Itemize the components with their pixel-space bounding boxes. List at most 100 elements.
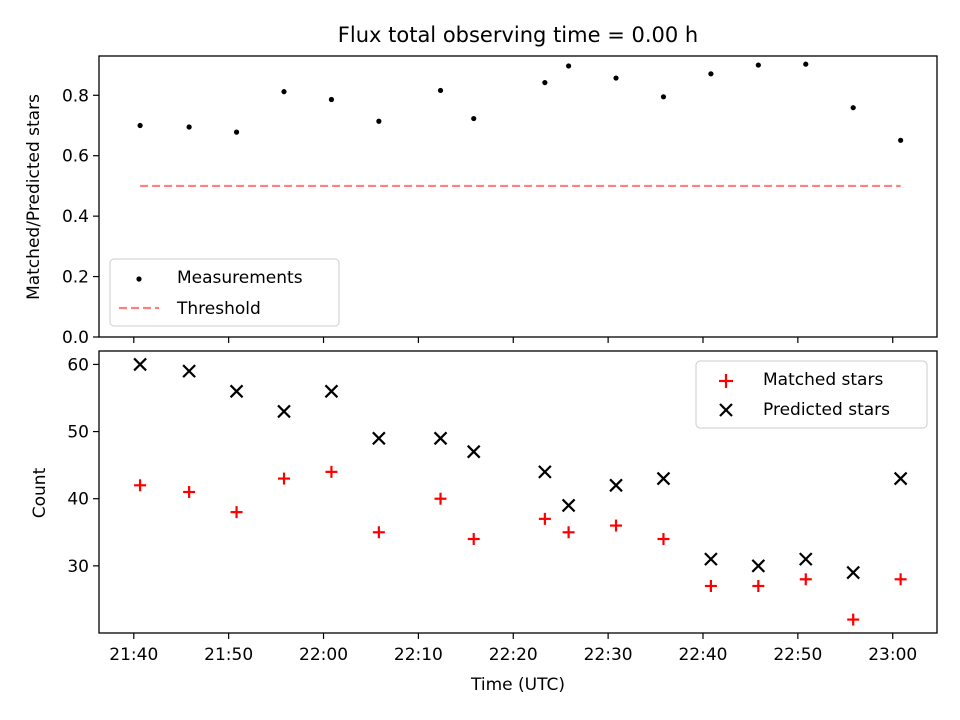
measurement-point bbox=[328, 96, 335, 103]
top-panel-legend: Measurements Threshold bbox=[109, 258, 340, 327]
predicted-stars-point bbox=[751, 559, 766, 573]
matched-stars-point bbox=[230, 506, 243, 519]
predicted-stars-point-b bbox=[751, 559, 766, 573]
legend-predicted-stars-label: Predicted stars bbox=[763, 400, 890, 420]
measurement-point bbox=[898, 137, 904, 143]
predicted-stars-point bbox=[433, 431, 448, 446]
bottom-x-tick-label: 22:10 bbox=[394, 645, 443, 665]
matched-stars-point bbox=[183, 486, 196, 498]
matched-stars-point bbox=[277, 472, 290, 485]
predicted-stars-point bbox=[656, 471, 671, 486]
measurement-point bbox=[613, 75, 619, 81]
bottom-panel-plot-area: 30 40 50 60 21:40 21:50 22:00 22:10 22:20 22:30 22… bbox=[67, 355, 917, 665]
measurement-point bbox=[850, 105, 856, 111]
matched-stars-point bbox=[467, 533, 480, 545]
predicted-stars-point bbox=[182, 364, 196, 378]
predicted-stars-point bbox=[277, 404, 291, 419]
predicted-stars-point bbox=[704, 552, 718, 566]
predicted-stars-point-b bbox=[433, 431, 448, 446]
predicted-stars-point bbox=[609, 478, 623, 493]
top-y-tick-label: 0.0 bbox=[62, 328, 89, 348]
bottom-y-tick-label: 30 bbox=[67, 557, 89, 577]
legend-threshold-label: Threshold bbox=[176, 299, 261, 319]
matched-stars-point bbox=[325, 465, 338, 478]
measurement-point bbox=[437, 87, 444, 94]
measurement-point bbox=[281, 89, 287, 95]
bottom-x-tick-label: 22:20 bbox=[489, 645, 538, 665]
legend-matched-stars-label: Matched stars bbox=[763, 370, 883, 390]
top-y-tick-label: 0.6 bbox=[62, 147, 89, 167]
predicted-stars-point-b bbox=[656, 471, 671, 486]
predicted-stars-point-b bbox=[133, 357, 147, 372]
measurement-point bbox=[233, 129, 240, 135]
measurement-point bbox=[376, 118, 382, 124]
predicted-stars-point-b bbox=[538, 465, 552, 479]
bottom-x-tick-label: 22:00 bbox=[299, 645, 348, 665]
legend-measurements-label: Measurements bbox=[177, 268, 303, 288]
legend-measurements-marker bbox=[136, 276, 142, 282]
measurement-point bbox=[755, 62, 761, 68]
legend-matched-stars-marker bbox=[719, 374, 733, 388]
bottom-panel-legend: Matched stars Predicted stars bbox=[695, 360, 928, 429]
top-y-tick-label: 0.4 bbox=[62, 207, 89, 227]
predicted-stars-point bbox=[466, 444, 481, 459]
bottom-x-tick-label: 22:40 bbox=[678, 645, 727, 665]
predicted-stars-point-b bbox=[324, 384, 339, 399]
predicted-stars-point-b bbox=[229, 384, 244, 399]
predicted-stars-point-b bbox=[466, 444, 481, 459]
matched-stars-point bbox=[657, 533, 670, 545]
matched-stars-point bbox=[847, 613, 860, 626]
bottom-legend-box bbox=[695, 360, 928, 429]
bottom-x-tick-label: 22:50 bbox=[773, 645, 822, 665]
bottom-x-tick-label: 21:50 bbox=[204, 645, 253, 665]
bottom-y-tick-label: 60 bbox=[67, 355, 89, 375]
measurement-point bbox=[137, 122, 143, 129]
top-panel-frame bbox=[98, 55, 938, 338]
matched-stars-point bbox=[799, 573, 812, 586]
measurement-point bbox=[565, 63, 572, 69]
predicted-stars-point-b bbox=[893, 471, 908, 486]
measurement-point bbox=[471, 115, 477, 122]
predicted-stars-point bbox=[893, 471, 908, 486]
bottom-x-tick-label: 22:30 bbox=[584, 645, 633, 665]
measurement-point bbox=[708, 71, 714, 77]
matched-stars-point bbox=[894, 573, 907, 586]
predicted-stars-point-b bbox=[277, 404, 291, 419]
bottom-panel-y-axis-label: Count bbox=[30, 467, 50, 518]
matched-stars-point bbox=[372, 526, 385, 539]
bottom-y-tick-label: 40 bbox=[67, 490, 89, 510]
measurement-point bbox=[186, 124, 192, 130]
predicted-stars-point bbox=[372, 431, 386, 446]
predicted-stars-point-b bbox=[561, 498, 576, 513]
measurement-point bbox=[803, 61, 809, 67]
measurement-point bbox=[542, 79, 548, 86]
bottom-x-tick-label: 23:00 bbox=[868, 645, 917, 665]
top-y-tick-label: 0.8 bbox=[62, 86, 89, 106]
predicted-stars-point bbox=[133, 357, 147, 372]
predicted-stars-point-b bbox=[704, 552, 718, 566]
matched-stars-point bbox=[704, 580, 717, 592]
top-panel-plot-area: 0.0 0.2 0.4 0.6 0.8 bbox=[62, 61, 904, 348]
predicted-stars-point bbox=[798, 552, 813, 566]
predicted-stars-point-b bbox=[846, 565, 860, 580]
predicted-stars-point bbox=[538, 465, 552, 479]
top-y-tick-label: 0.2 bbox=[62, 268, 89, 288]
top-panel-y-axis-label: Matched/Predicted stars bbox=[24, 94, 44, 300]
predicted-stars-point bbox=[229, 384, 244, 399]
predicted-stars-point bbox=[846, 565, 860, 580]
predicted-stars-point-b bbox=[372, 431, 386, 446]
predicted-stars-point bbox=[561, 498, 576, 513]
bottom-y-tick-label: 50 bbox=[67, 423, 89, 443]
matched-stars-point bbox=[752, 580, 765, 592]
legend-predicted-stars-marker bbox=[719, 403, 733, 417]
predicted-stars-point-b bbox=[798, 552, 813, 566]
predicted-stars-point-b bbox=[609, 478, 623, 493]
x-axis-label: Time (UTC) bbox=[470, 675, 565, 695]
matched-stars-point bbox=[434, 492, 447, 505]
matched-stars-point bbox=[134, 479, 147, 492]
matched-stars-point bbox=[538, 512, 551, 525]
bottom-x-tick-label: 21:40 bbox=[109, 645, 158, 665]
measurement-point bbox=[660, 94, 667, 100]
